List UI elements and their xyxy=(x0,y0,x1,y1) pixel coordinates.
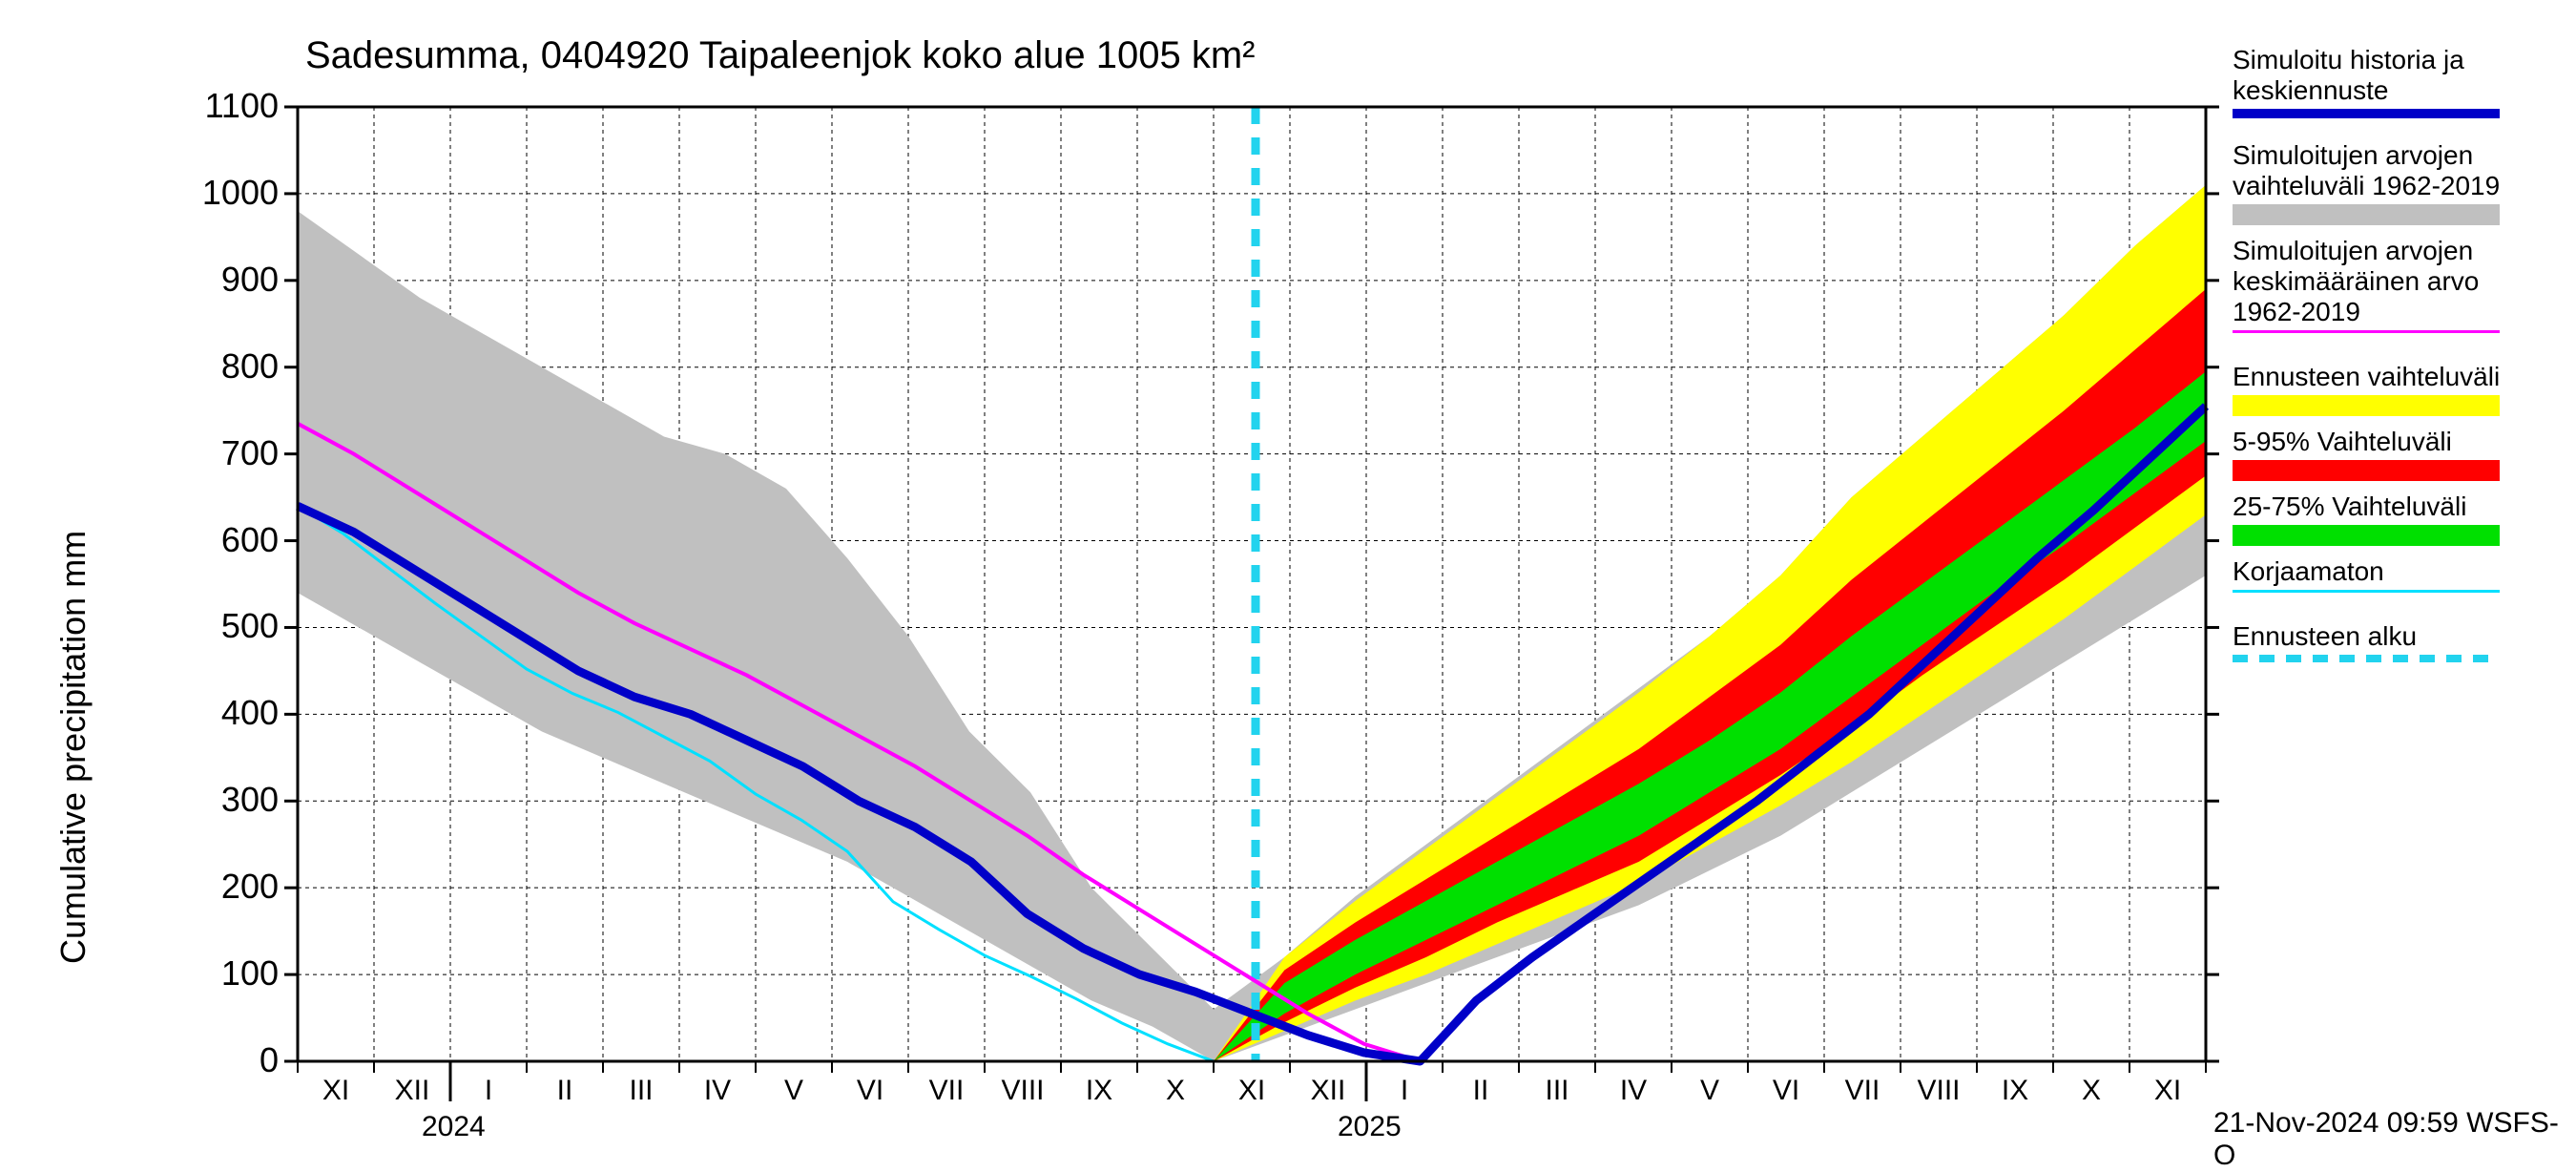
x-tick-label: V xyxy=(1672,1075,1748,1107)
x-tick-label: XII xyxy=(1290,1075,1366,1107)
x-tick-label: V xyxy=(756,1075,832,1107)
y-tick-label: 100 xyxy=(174,953,279,994)
y-tick-label: 300 xyxy=(174,780,279,820)
x-tick-label: VIII xyxy=(985,1075,1061,1107)
x-tick-label: VII xyxy=(1824,1075,1901,1107)
legend-swatch xyxy=(2233,525,2500,546)
chart-container: Sadesumma, 0404920 Taipaleenjok koko alu… xyxy=(0,0,2576,1145)
x-tick-label: III xyxy=(1519,1075,1595,1107)
x-tick-label: IX xyxy=(1977,1075,2053,1107)
x-tick-label: XI xyxy=(1214,1075,1290,1107)
y-tick-label: 1000 xyxy=(174,173,279,213)
x-tick-label: I xyxy=(450,1075,527,1107)
x-tick-label: XI xyxy=(298,1075,374,1107)
x-tick-label: IX xyxy=(1061,1075,1137,1107)
legend-label: 25-75% Vaihteluväli xyxy=(2233,492,2466,522)
legend-label: Simuloitujen arvojen xyxy=(2233,237,2473,266)
x-tick-label: X xyxy=(2053,1075,2129,1107)
y-tick-label: 0 xyxy=(174,1040,279,1080)
x-year-label: 2025 xyxy=(1338,1111,1402,1143)
x-tick-label: I xyxy=(1366,1075,1443,1107)
legend-swatch xyxy=(2233,655,2500,662)
x-tick-label: IV xyxy=(679,1075,756,1107)
x-year-label: 2024 xyxy=(422,1111,486,1143)
legend-swatch xyxy=(2233,204,2500,225)
y-tick-label: 700 xyxy=(174,433,279,473)
x-tick-label: II xyxy=(1443,1075,1519,1107)
legend-label: keskiennuste xyxy=(2233,76,2388,106)
legend-swatch xyxy=(2233,330,2500,333)
y-tick-label: 400 xyxy=(174,693,279,733)
legend-label: Ennusteen alku xyxy=(2233,622,2417,652)
y-tick-label: 800 xyxy=(174,346,279,387)
plot-area xyxy=(0,0,2576,1145)
y-tick-label: 1100 xyxy=(174,86,279,126)
x-tick-label: II xyxy=(527,1075,603,1107)
legend-label: Korjaamaton xyxy=(2233,557,2384,587)
y-tick-label: 500 xyxy=(174,606,279,646)
legend-label: Simuloitujen arvojen xyxy=(2233,141,2473,171)
legend-swatch xyxy=(2233,395,2500,416)
y-tick-label: 900 xyxy=(174,260,279,300)
legend-swatch xyxy=(2233,590,2500,593)
x-tick-label: XI xyxy=(2129,1075,2206,1107)
x-tick-label: X xyxy=(1137,1075,1214,1107)
legend-label: vaihteluväli 1962-2019 xyxy=(2233,172,2500,201)
y-tick-label: 200 xyxy=(174,867,279,907)
x-tick-label: XII xyxy=(374,1075,450,1107)
legend-swatch xyxy=(2233,460,2500,481)
legend-swatch xyxy=(2233,109,2500,118)
y-tick-label: 600 xyxy=(174,520,279,560)
x-tick-label: IV xyxy=(1595,1075,1672,1107)
legend-label: 5-95% Vaihteluväli xyxy=(2233,428,2452,457)
legend-label: Simuloitu historia ja xyxy=(2233,46,2464,75)
legend-label: 1962-2019 xyxy=(2233,298,2360,327)
legend-label: keskimääräinen arvo xyxy=(2233,267,2479,297)
footer-timestamp: 21-Nov-2024 09:59 WSFS-O xyxy=(2213,1107,2576,1172)
x-tick-label: VII xyxy=(908,1075,985,1107)
x-tick-label: III xyxy=(603,1075,679,1107)
x-tick-label: VIII xyxy=(1901,1075,1977,1107)
x-tick-label: VI xyxy=(832,1075,908,1107)
legend-label: Ennusteen vaihteluväli xyxy=(2233,363,2500,392)
x-tick-label: VI xyxy=(1748,1075,1824,1107)
